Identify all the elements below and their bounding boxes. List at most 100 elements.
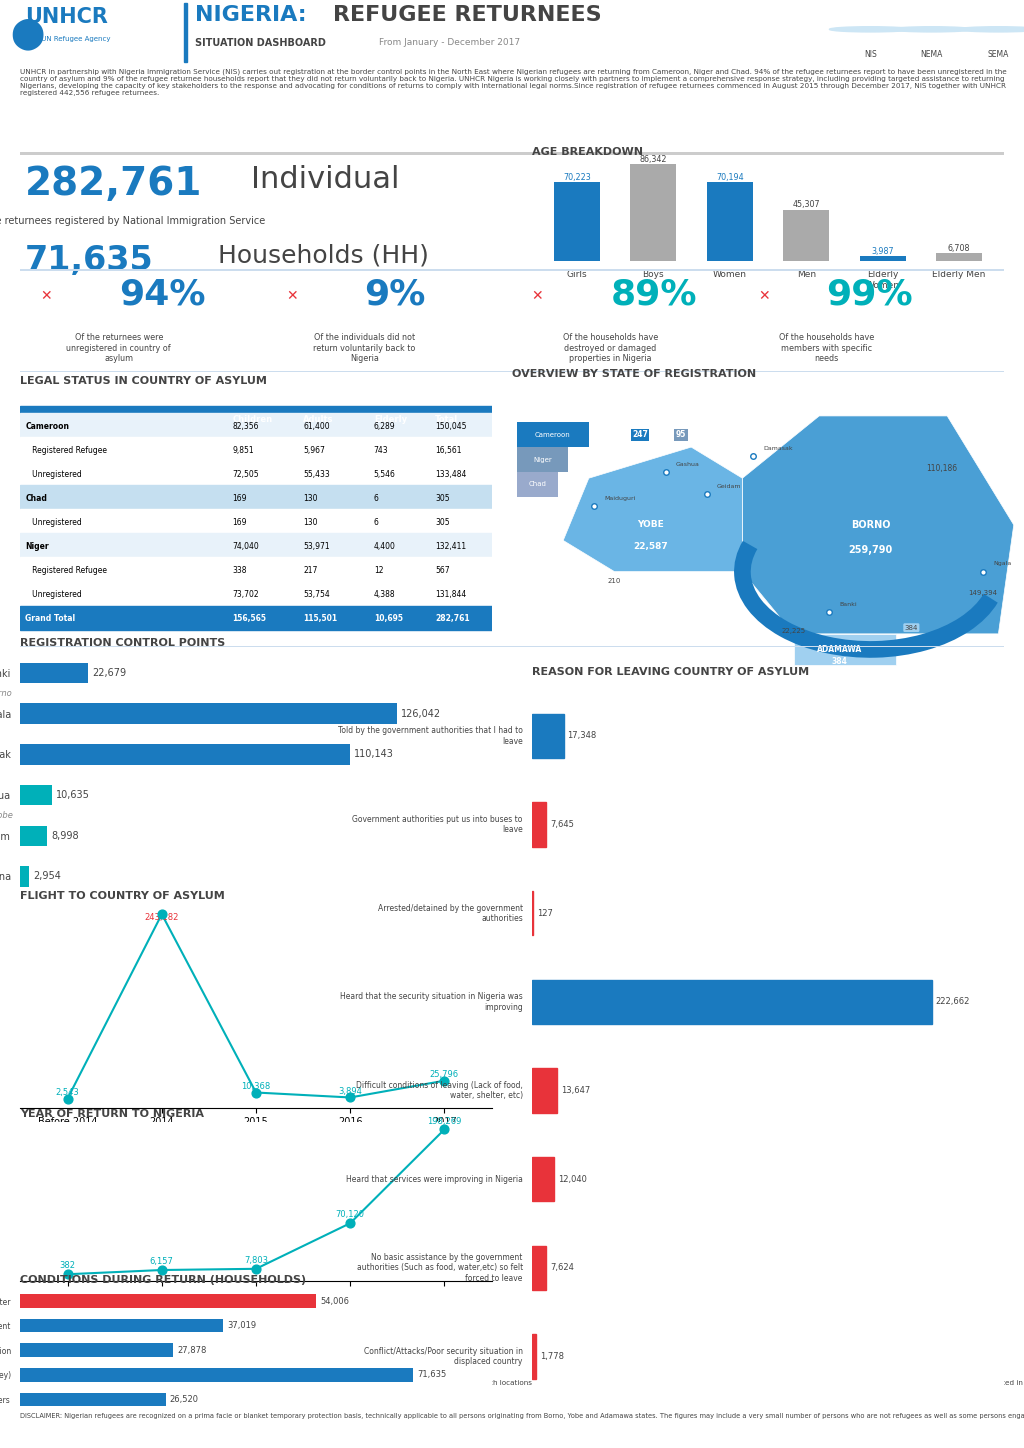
Text: Gashua: Gashua	[676, 462, 699, 466]
Text: 45,307: 45,307	[793, 200, 820, 210]
Text: NEMA: NEMA	[921, 49, 943, 59]
Text: Banki: Banki	[840, 602, 857, 607]
Bar	[20, 533, 492, 557]
Bar	[532, 802, 546, 847]
Text: 4,400: 4,400	[374, 542, 395, 552]
Bar	[20, 557, 492, 582]
Bar	[20, 510, 492, 533]
Text: Unregistered: Unregistered	[26, 469, 82, 479]
Text: 169: 169	[232, 494, 247, 502]
Text: Chad: Chad	[528, 481, 547, 488]
Text: 7,803: 7,803	[244, 1255, 268, 1266]
Text: 74,040: 74,040	[232, 542, 259, 552]
Text: Children: Children	[232, 414, 272, 424]
Text: 243,182: 243,182	[144, 914, 179, 922]
Text: Households (HH): Households (HH)	[218, 245, 429, 268]
Text: Total: Total	[435, 414, 459, 424]
Text: 6: 6	[374, 518, 379, 527]
Text: 55,433: 55,433	[303, 469, 330, 479]
Text: 282,761: 282,761	[26, 165, 203, 203]
Text: Individual: Individual	[251, 165, 399, 194]
Text: 2,954: 2,954	[33, 872, 61, 882]
Text: 22,587: 22,587	[633, 542, 668, 552]
Text: Registered Refugee: Registered Refugee	[26, 446, 108, 455]
Bar	[20, 1393, 166, 1406]
Bar	[0, 0, 184, 65]
Text: Niger: Niger	[26, 542, 49, 552]
Polygon shape	[742, 416, 1014, 634]
Bar	[783, 210, 829, 261]
Text: 27,878: 27,878	[177, 1345, 207, 1355]
Text: NIGERIA:: NIGERIA:	[195, 6, 314, 25]
Text: Of the individuals did not
return voluntarily back to
Nigeria: Of the individuals did not return volunt…	[313, 333, 416, 363]
Text: 130: 130	[303, 518, 317, 527]
Text: 53,754: 53,754	[303, 591, 330, 599]
Text: Yobe: Yobe	[0, 811, 13, 820]
Text: 89%: 89%	[610, 277, 696, 311]
Text: OVERVIEW BY STATE OF REGISTRATION: OVERVIEW BY STATE OF REGISTRATION	[512, 369, 756, 379]
Text: 210: 210	[607, 578, 622, 584]
Text: 99%: 99%	[826, 277, 913, 311]
Text: YOBE: YOBE	[637, 520, 664, 530]
Text: 22,225: 22,225	[781, 628, 806, 634]
Bar	[532, 1245, 546, 1290]
Text: From January - December 2017: From January - December 2017	[379, 38, 520, 46]
Text: 37,019: 37,019	[227, 1321, 256, 1331]
Text: Niger: Niger	[534, 456, 552, 462]
Text: 384: 384	[831, 657, 848, 666]
Text: The vast majority of refugee returnees (85%) report to have fled to countries of: The vast majority of refugee returnees (…	[30, 1179, 422, 1197]
Text: 54,006: 54,006	[321, 1296, 349, 1306]
Text: 25,796: 25,796	[430, 1070, 459, 1079]
Text: 169: 169	[232, 518, 247, 527]
Text: Unregistered: Unregistered	[26, 518, 82, 527]
Bar	[20, 866, 30, 886]
Text: Elderly: Elderly	[374, 414, 407, 424]
Text: 12,040: 12,040	[558, 1174, 587, 1183]
Text: Borno: Borno	[0, 689, 13, 698]
Text: Adults: Adults	[303, 414, 334, 424]
Text: UNHCR: UNHCR	[26, 7, 109, 26]
Bar	[707, 182, 753, 261]
Text: Cameroon: Cameroon	[26, 421, 70, 430]
Text: 70,120: 70,120	[336, 1211, 365, 1219]
Text: ✕: ✕	[286, 290, 298, 303]
Text: 222,662: 222,662	[936, 998, 970, 1006]
Bar	[20, 485, 492, 510]
Bar	[20, 663, 88, 683]
Point	[248, 1257, 264, 1280]
Text: 9,851: 9,851	[232, 446, 254, 455]
FancyBboxPatch shape	[517, 447, 568, 472]
Text: 259,790: 259,790	[848, 544, 893, 555]
Text: 6: 6	[374, 494, 379, 502]
Text: 338: 338	[232, 566, 247, 575]
FancyBboxPatch shape	[517, 472, 558, 497]
Point	[59, 1263, 76, 1286]
Text: 110,186: 110,186	[927, 465, 957, 473]
Text: LEGAL STATUS IN COUNTRY OF ASYLUM: LEGAL STATUS IN COUNTRY OF ASYLUM	[20, 376, 267, 387]
Text: Of the households have
members with specific
needs: Of the households have members with spec…	[779, 333, 874, 363]
Circle shape	[957, 26, 1024, 32]
Text: ✕: ✕	[531, 290, 544, 303]
Bar	[20, 1368, 413, 1381]
Text: 2,543: 2,543	[55, 1087, 80, 1096]
Circle shape	[891, 26, 973, 32]
Text: 156,565: 156,565	[232, 614, 266, 624]
Text: 95: 95	[676, 430, 686, 439]
Bar	[20, 437, 492, 460]
Point	[154, 1258, 170, 1281]
Text: REGISTRATION CONTROL POINTS: REGISTRATION CONTROL POINTS	[20, 639, 225, 649]
Text: REASON FOR LEAVING COUNTRY OF ASYLUM: REASON FOR LEAVING COUNTRY OF ASYLUM	[532, 668, 810, 678]
Text: Of the returnees were
unregistered in country of
asylum: Of the returnees were unregistered in co…	[67, 333, 171, 363]
Text: 71,635: 71,635	[26, 245, 154, 277]
Text: 6,157: 6,157	[150, 1257, 174, 1266]
Text: 149,394: 149,394	[969, 591, 997, 597]
Text: YEAR OF RETURN TO NIGERIA: YEAR OF RETURN TO NIGERIA	[20, 1109, 205, 1119]
Text: 12: 12	[374, 566, 383, 575]
Bar	[860, 256, 905, 261]
Text: 567: 567	[435, 566, 450, 575]
FancyBboxPatch shape	[517, 423, 589, 447]
Text: SEMA: SEMA	[988, 49, 1009, 59]
Bar	[20, 785, 52, 805]
Text: 22,679: 22,679	[92, 668, 126, 678]
Text: 132,411: 132,411	[435, 542, 466, 552]
